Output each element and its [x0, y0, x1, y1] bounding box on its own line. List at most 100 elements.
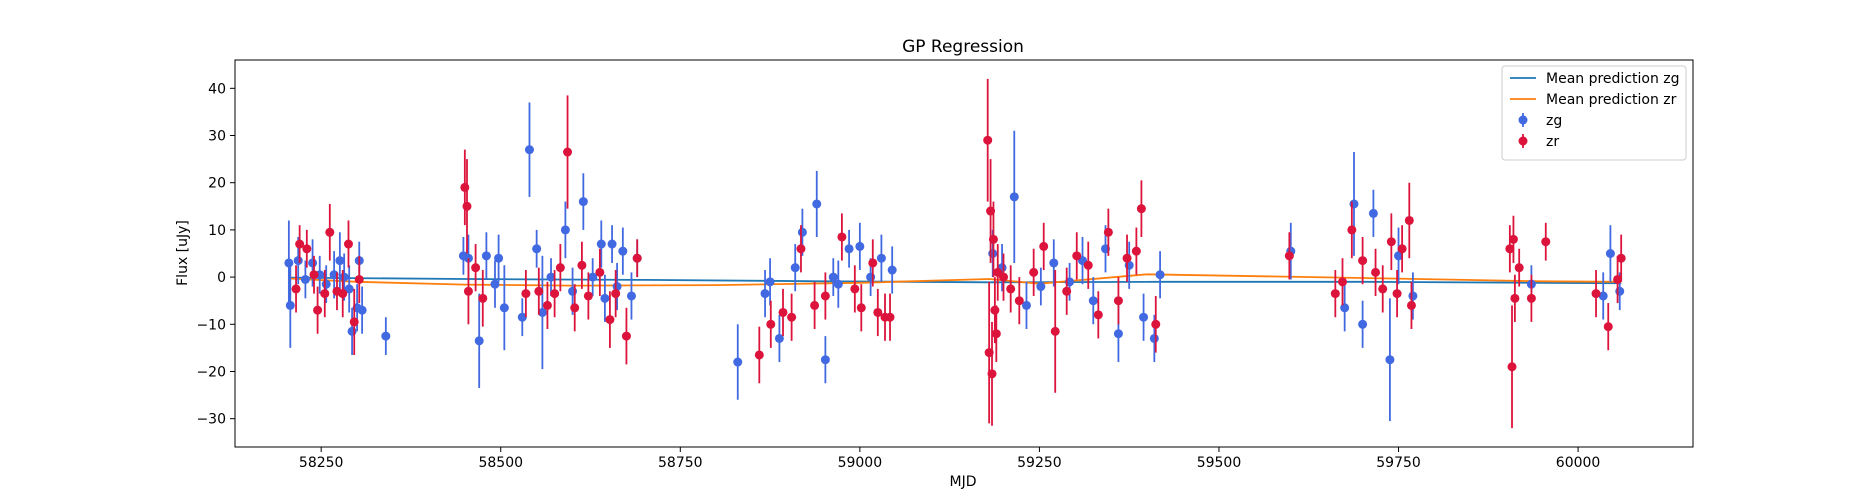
zg-marker [499, 303, 509, 313]
legend-item-zg: zg [1518, 113, 1562, 129]
zr-marker [810, 300, 820, 310]
zr-errorbar-point [1083, 241, 1093, 289]
legend: Mean prediction zg Mean prediction zr zg zr [1501, 65, 1687, 161]
zr-marker [991, 329, 1001, 339]
zr-marker [521, 289, 531, 299]
zg-errorbar-point [733, 324, 743, 400]
y-axis-label: Flux [uJy] [175, 220, 191, 286]
zg-errorbar-point [1009, 130, 1019, 263]
zr-marker [343, 239, 353, 249]
zr-marker [1508, 234, 1518, 244]
zg-errorbar-point [1286, 222, 1296, 280]
zg-marker [560, 225, 570, 235]
zg-marker [797, 227, 807, 237]
zg-errorbar-point [1598, 272, 1608, 320]
zr-errorbar-point [1136, 180, 1146, 237]
zr-marker [534, 286, 544, 296]
zg-errorbar-point [494, 234, 504, 282]
zr-errorbar-point [1014, 277, 1024, 325]
legend-label: zg [1546, 113, 1562, 129]
plot-area-frame [234, 59, 1694, 448]
zg-marker [1088, 296, 1098, 306]
zg-marker [812, 199, 822, 209]
zr-marker [1039, 241, 1049, 251]
zg-marker [1149, 333, 1159, 343]
zr-marker [542, 300, 552, 310]
x-tick-label: 58500 [478, 455, 523, 471]
zr-errorbar-point [463, 258, 473, 325]
zg-marker [308, 258, 318, 268]
zg-marker [1155, 270, 1165, 280]
zg-errorbar-point [300, 260, 310, 299]
zr-errorbar-point [1103, 208, 1113, 256]
zg-errorbar-point [1358, 300, 1368, 348]
legend-swatch-marker [1518, 115, 1528, 125]
zr-errorbar-point [570, 284, 580, 332]
y-tick-label: 10 [208, 223, 226, 239]
zr-errorbar-point [837, 213, 847, 261]
zr-marker [1083, 260, 1093, 270]
zr-errorbar-point [1613, 255, 1623, 304]
mean-prediction-zr-line [288, 273, 1622, 287]
zr-marker [1029, 267, 1039, 277]
zr-marker [856, 303, 866, 313]
zg-marker [1358, 319, 1368, 329]
legend-swatch-marker [1518, 136, 1528, 146]
zr-marker [1062, 286, 1072, 296]
zg-errorbar-point [812, 170, 822, 237]
zg-marker [1385, 355, 1395, 365]
zr-marker [999, 272, 1009, 282]
zr-errorbar-point [988, 201, 998, 278]
zg-marker [285, 300, 295, 310]
zg-marker [321, 279, 331, 289]
zr-marker [766, 319, 776, 329]
zg-errorbar-point [335, 232, 345, 289]
zr-errorbar-point [1526, 274, 1536, 322]
zr-errorbar-point [754, 326, 764, 384]
zr-errorbar-point [521, 270, 531, 318]
zr-marker [1113, 296, 1123, 306]
zg-errorbar-point [833, 260, 843, 308]
zr-marker [787, 312, 797, 322]
zr-marker [1122, 253, 1132, 263]
zr-errorbar-point [885, 293, 895, 341]
zr-errorbar-point [766, 300, 776, 348]
zr-errorbar-point [1386, 213, 1396, 271]
x-tick-label: 59250 [1017, 455, 1062, 471]
zg-errorbar-point [524, 102, 534, 197]
zg-errorbar-point [887, 246, 897, 294]
x-tick-label: 59500 [1197, 455, 1242, 471]
zr-marker [778, 307, 788, 317]
x-tick-label: 59750 [1376, 455, 1421, 471]
zg-marker [490, 279, 500, 289]
zg-errorbar-point [1049, 239, 1059, 287]
zr-marker [320, 289, 330, 299]
zr-marker [1510, 293, 1520, 303]
zr-marker [583, 291, 593, 301]
zr-errorbar-point [1371, 248, 1381, 296]
zr-errorbar-point [1591, 270, 1601, 318]
zr-errorbar-point [796, 225, 806, 273]
zg-marker [1368, 208, 1378, 218]
zr-marker [1103, 227, 1113, 237]
zr-marker [1338, 277, 1348, 287]
zg-errorbar-point [1139, 293, 1149, 341]
errorbar-series [284, 78, 1626, 429]
zr-errorbar-point [1113, 277, 1123, 325]
zr-marker [1093, 310, 1103, 320]
zr-marker [1284, 251, 1294, 261]
zr-marker [570, 303, 580, 313]
zr-errorbar-point [563, 95, 573, 209]
zr-errorbar-point [991, 305, 1001, 363]
zr-errorbar-point [291, 265, 301, 313]
zg-marker [887, 265, 897, 275]
zr-marker [1541, 237, 1551, 247]
zg-marker [828, 272, 838, 282]
zg-marker [293, 256, 303, 266]
zr-marker [338, 289, 348, 299]
zg-errorbar-point [517, 298, 527, 337]
zr-errorbar-point [1039, 222, 1049, 271]
zr-marker [1330, 289, 1340, 299]
zr-errorbar-point [302, 229, 312, 268]
zg-errorbar-point [347, 307, 357, 355]
